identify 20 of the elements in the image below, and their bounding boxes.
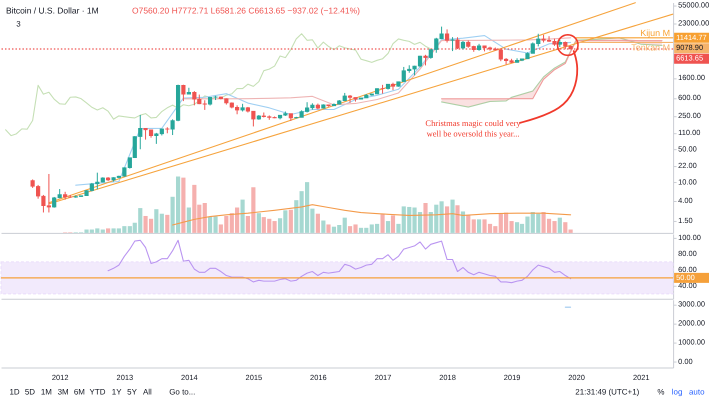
text: 5Y <box>127 387 138 396</box>
text: 3M <box>58 387 69 396</box>
text: 1Y <box>112 387 122 396</box>
text: % <box>657 387 664 396</box>
text: 21:31:49 (UTC+1) <box>575 387 640 396</box>
text: 1D <box>9 387 20 396</box>
chart-subtitle: O7560.20 H7772.71 L6581.26 C6613.65 −937.02 (−12.41%) <box>132 6 360 16</box>
text: 6M <box>74 387 85 396</box>
text: auto <box>688 387 706 396</box>
chart-title: Bitcoin / U.S. Dollar · 1M <box>6 6 99 16</box>
text: 5D <box>24 387 36 396</box>
text: All <box>142 387 152 396</box>
legend-label: Kijun M <box>640 28 670 38</box>
annotation: Christmas magic could very well be oversold this year... <box>425 118 522 138</box>
annotation: 3 <box>16 19 22 28</box>
legend-label: Tenkan M <box>631 42 670 52</box>
text: Go to... <box>169 387 196 396</box>
text: log <box>672 387 682 396</box>
text: YTD <box>90 387 106 396</box>
text: 1M <box>40 387 52 396</box>
